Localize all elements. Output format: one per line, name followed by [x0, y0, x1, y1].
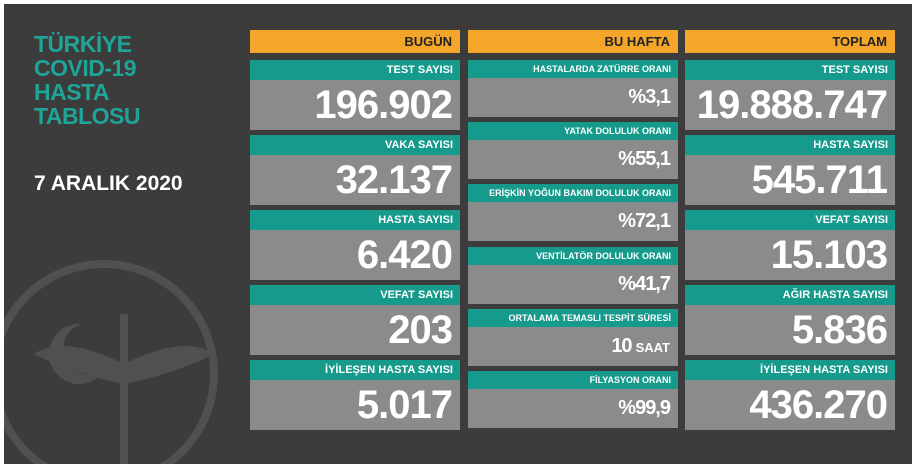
cell-value: 545.711 — [685, 155, 895, 205]
value-text: 545.711 — [751, 158, 888, 202]
cell-value: 436.270 — [685, 380, 895, 430]
date: 7 ARALIK 2020 — [34, 172, 183, 195]
value-text: 19.888.747 — [696, 83, 888, 127]
value-text: 10 — [611, 334, 632, 357]
cell-label: TEST SAYISI — [685, 60, 895, 80]
cell-label: İYİLEŞEN HASTA SAYISI — [250, 360, 460, 380]
value-text: %99,9 — [618, 396, 671, 419]
emblem — [4, 260, 218, 464]
cell-label: TEST SAYISI — [250, 60, 460, 80]
title-line: TÜRKİYE — [34, 31, 132, 57]
value-text: %41,7 — [618, 272, 671, 295]
cell-value: %55,1 — [468, 140, 678, 180]
cell-label: HASTA SAYISI — [685, 135, 895, 155]
value-text: 196.902 — [314, 83, 453, 127]
cell-label: VEFAT SAYISI — [685, 210, 895, 230]
value-text: %3,1 — [628, 86, 671, 108]
value-text: 32.137 — [335, 158, 453, 202]
cell-value: 6.420 — [250, 230, 460, 280]
title-line: COVID-19 — [34, 55, 137, 81]
cell-label: VAKA SAYISI — [250, 135, 460, 155]
cell-value: 19.888.747 — [685, 80, 895, 130]
value-text: 15.103 — [770, 233, 888, 277]
cell-value: 5.017 — [250, 380, 460, 430]
cell-label: VEFAT SAYISI — [250, 285, 460, 305]
cell-value: %99,9 — [468, 388, 678, 428]
value-text: 6.420 — [356, 233, 453, 277]
cell-label: AĞIR HASTA SAYISI — [685, 285, 895, 305]
cell-label: FİLYASYON ORANI — [468, 370, 678, 389]
cell-value: %72,1 — [468, 202, 678, 242]
title: TÜRKİYE COVID-19 HASTA TABLOSU — [34, 32, 140, 128]
cell-value: 15.103 — [685, 230, 895, 280]
cell-value: 5.836 — [685, 305, 895, 355]
cell-label: VENTİLATÖR DOLULUK ORANI — [468, 246, 678, 265]
cell-label: İYİLEŞEN HASTA SAYISI — [685, 360, 895, 380]
cell-label: HASTALARDA ZATÜRRE ORANI — [468, 60, 678, 78]
value-text: %55,1 — [618, 148, 671, 171]
column-header: TOPLAM — [685, 30, 895, 53]
cell-value: 32.137 — [250, 155, 460, 205]
cell-value: %41,7 — [468, 264, 678, 304]
value-text: 5.017 — [356, 383, 453, 427]
cell-label: YATAK DOLULUK ORANI — [468, 122, 678, 141]
value-unit: SAAT — [635, 339, 670, 355]
column-header: BUGÜN — [250, 30, 460, 53]
cell-value: 10 SAAT — [468, 326, 678, 366]
value-text: 436.270 — [749, 383, 888, 427]
cell-label: ERİŞKİN YOĞUN BAKIM DOLULUK ORANI — [468, 184, 678, 203]
cell-value: 196.902 — [250, 80, 460, 130]
cell-value: 203 — [250, 305, 460, 355]
cell-value: %3,1 — [468, 78, 678, 118]
title-line: HASTA — [34, 79, 110, 105]
board: TÜRKİYE COVID-19 HASTA TABLOSU 7 ARALIK 202… — [4, 4, 912, 464]
column-header: BU HAFTA — [468, 30, 678, 53]
cell-label: HASTA SAYISI — [250, 210, 460, 230]
value-text: 203 — [388, 308, 453, 352]
cell-label: ORTALAMA TEMASLI TESPİT SÜRESİ — [468, 308, 678, 327]
title-line: TABLOSU — [34, 103, 140, 129]
value-text: 5.836 — [791, 308, 888, 352]
value-text: %72,1 — [618, 210, 671, 233]
